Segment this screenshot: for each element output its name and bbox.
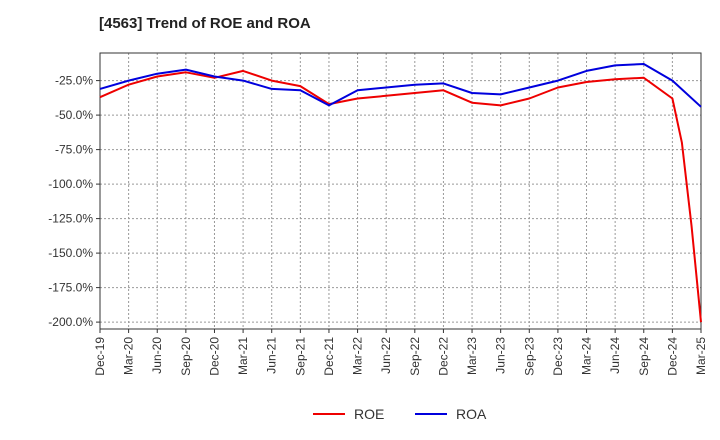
- x-tick-label: Sep-21: [293, 337, 307, 376]
- y-tick-label: -25.0%: [55, 74, 93, 88]
- x-tick-label: Dec-23: [551, 337, 565, 376]
- x-tick-label: Mar-20: [122, 337, 136, 375]
- x-tick-label: Dec-22: [436, 337, 450, 376]
- x-tick-label: Jun-22: [379, 337, 393, 374]
- y-tick-label: -50.0%: [55, 108, 93, 122]
- x-tick-label: Jun-20: [150, 337, 164, 374]
- x-tick-label: Sep-22: [408, 337, 422, 376]
- x-tick-label: Sep-23: [522, 337, 536, 376]
- grid: [100, 53, 701, 329]
- series-lines: [99, 63, 702, 323]
- y-tick-label: -75.0%: [55, 143, 93, 157]
- series-line-roa: [99, 63, 702, 108]
- x-tick-label: Jun-23: [494, 337, 508, 374]
- x-tick-label: Dec-20: [207, 337, 221, 376]
- y-tick-label: -125.0%: [48, 212, 93, 226]
- x-tick-label: Mar-25: [694, 337, 708, 375]
- x-tick-label: Mar-22: [351, 337, 365, 375]
- x-tick-label: Jun-24: [608, 337, 622, 374]
- x-tick-label: Sep-20: [179, 337, 193, 376]
- chart-title: [4563] Trend of ROE and ROA: [99, 15, 311, 32]
- x-axis-ticks: Dec-19 Mar-20 Jun-20 Sep-20 Dec-20 Mar-21 Jun-…: [93, 329, 708, 376]
- legend-label-roa: ROA: [456, 406, 487, 422]
- y-axis-ticks: -25.0% -50.0% -75.0% -100.0% -125.0% -150.0% -…: [48, 74, 100, 329]
- y-tick-label: -175.0%: [48, 281, 93, 295]
- plot-border: [99, 52, 702, 330]
- x-tick-label: Jun-21: [265, 337, 279, 374]
- series-line-roe: [99, 69, 702, 323]
- x-tick-label: Mar-21: [236, 337, 250, 375]
- x-tick-label: Mar-24: [580, 337, 594, 375]
- legend-label-roe: ROE: [354, 406, 384, 422]
- x-tick-label: Mar-23: [465, 337, 479, 375]
- y-tick-label: -200.0%: [48, 315, 93, 329]
- y-tick-label: -100.0%: [48, 177, 93, 191]
- legend: ROE ROA: [313, 406, 487, 422]
- x-tick-label: Dec-21: [322, 337, 336, 376]
- x-tick-label: Dec-24: [665, 337, 679, 376]
- x-tick-label: Sep-24: [637, 337, 651, 376]
- plot-background: [100, 53, 701, 329]
- x-tick-label: Dec-19: [93, 337, 107, 376]
- y-tick-label: -150.0%: [48, 246, 93, 260]
